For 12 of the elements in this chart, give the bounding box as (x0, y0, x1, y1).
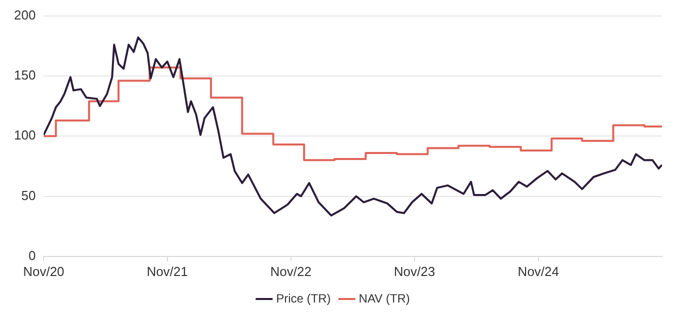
y-tick-label: 100 (14, 128, 36, 143)
y-tick-label: 200 (14, 7, 36, 22)
x-tick-label: Nov/23 (394, 264, 436, 279)
legend-label: Price (TR) (276, 291, 331, 306)
x-tick-label: Nov/22 (270, 264, 312, 279)
y-tick-label: 0 (28, 248, 36, 263)
legend-label: NAV (TR) (358, 291, 410, 306)
y-tick-label: 50 (21, 188, 36, 203)
x-tick-label: Nov/24 (518, 264, 560, 279)
x-tick-label: Nov/20 (23, 264, 64, 279)
y-tick-label: 150 (14, 68, 36, 83)
x-tick-label: Nov/21 (146, 264, 188, 279)
